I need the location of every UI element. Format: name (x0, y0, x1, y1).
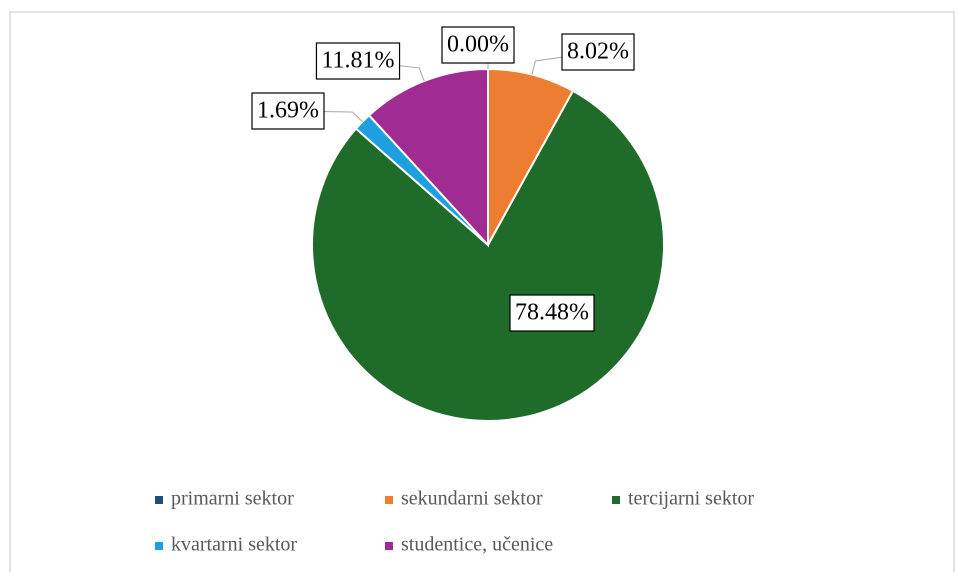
data-label-text: 0.00% (447, 32, 509, 58)
data-label-text: 8.02% (567, 39, 629, 65)
legend-marker (385, 542, 393, 550)
data-label-box (251, 92, 325, 130)
data-label: 8.02% (561, 33, 635, 71)
data-label-text: 1.69% (257, 98, 319, 124)
pie-slice (487, 67, 575, 246)
pie-slice (311, 89, 665, 422)
data-label-box (441, 26, 515, 64)
legend-label: sekundarni sektor (401, 488, 543, 510)
legend-marker (155, 496, 163, 504)
data-label: 1.69% (251, 92, 325, 130)
legend-marker (385, 496, 393, 504)
data-label: 11.81% (315, 42, 401, 80)
data-label: 78.48% (509, 294, 595, 332)
legend-marker (612, 496, 620, 504)
data-label-box (315, 42, 401, 80)
data-label-text: 11.81% (321, 48, 394, 74)
data-label: 0.00% (441, 26, 515, 64)
data-label-box (561, 33, 635, 71)
legend-label: studentice, učenice (401, 534, 553, 556)
data-label-text: 78.48% (515, 300, 589, 326)
data-label-box (509, 294, 595, 332)
legend-label: primarni sektor (171, 488, 294, 510)
legend-label: tercijarni sektor (628, 488, 754, 510)
legend-marker (155, 542, 163, 550)
legend-label: kvartarni sektor (171, 534, 297, 556)
